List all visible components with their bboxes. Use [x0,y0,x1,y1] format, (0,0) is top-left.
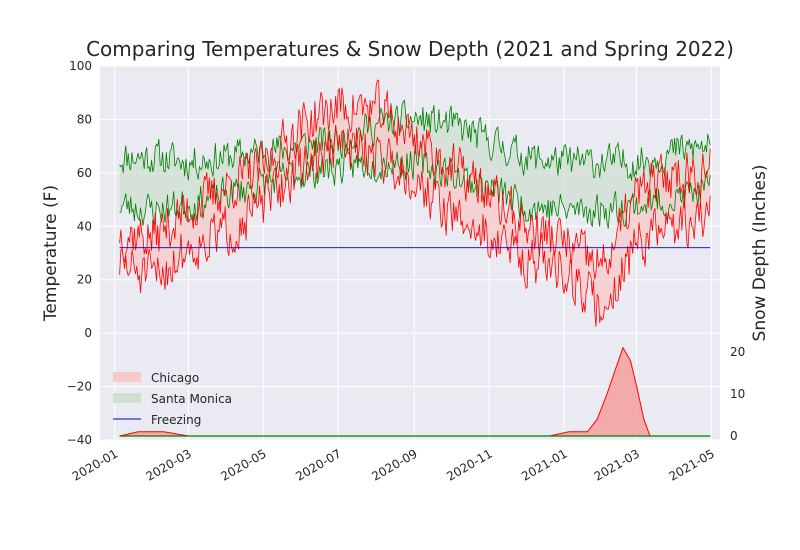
y-tick-label: −20 [67,380,92,394]
legend-swatch-chicago [113,372,141,382]
legend-label-santa-monica: Santa Monica [151,392,232,406]
band-fills [119,80,711,327]
y-tick-label: 60 [77,166,92,180]
legend-label-chicago: Chicago [151,371,199,385]
y-tick-label: 40 [77,219,92,233]
chart-title: Comparing Temperatures & Snow Depth (202… [86,37,734,61]
y-axis-title: Temperature (F) [41,185,61,322]
high-line-santa-monica [119,99,711,181]
y2-tick-label: 20 [730,345,745,359]
y-tick-label: 0 [84,326,92,340]
y2-tick-label: 10 [730,387,745,401]
y-tick-labels: 100 80 60 40 20 0 −20 −40 [67,59,92,447]
legend: Chicago Santa Monica Freezing [113,371,232,427]
series-lines [119,79,711,327]
y-tick-label: 100 [69,59,92,73]
band-fill-chicago [119,80,711,327]
low-line-chicago [119,124,711,327]
band-fill-santa-monica [119,100,711,229]
y2-tick-labels: 20 10 0 [730,345,745,443]
snow-line-chicago [119,346,711,437]
high-line-chicago [119,79,711,280]
legend-label-freezing: Freezing [151,413,201,427]
y-tick-label: −40 [67,433,92,447]
y-tick-label: 20 [77,273,92,287]
snow-depth-layer [119,346,711,437]
y2-tick-label: 0 [730,429,738,443]
y2-axis-title: Snow Depth (Inches) [750,165,770,342]
legend-swatch-santa-monica [113,393,141,403]
y-tick-label: 80 [77,112,92,126]
